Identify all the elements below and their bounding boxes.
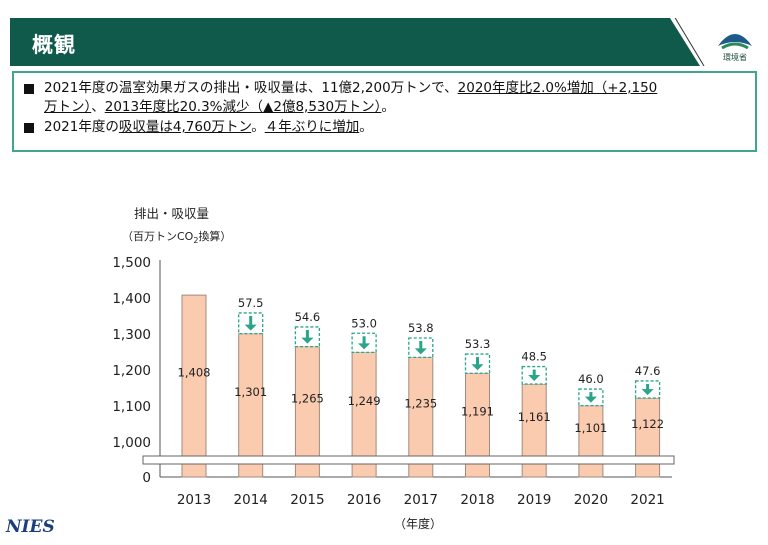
- summary-1-underline-2: 万トン）: [44, 99, 92, 115]
- y-axis-unit: （百万トンCO2換算）: [122, 229, 231, 245]
- summary-1-underline-3: 2013年度比20.3%減少（▲2億8,530万トン）: [104, 99, 382, 115]
- y-tick-label: 1,300: [112, 327, 151, 343]
- absorption-label: 46.0: [578, 372, 604, 386]
- y-tick-label: 1,000: [112, 435, 151, 451]
- bar-value-label: 1,301: [234, 385, 267, 399]
- absorption-label: 53.0: [351, 316, 377, 330]
- bar-2014: [238, 333, 264, 478]
- bar-value-label: 1,249: [348, 394, 381, 408]
- page-title: 概観: [32, 33, 76, 57]
- summary-2-text: 2021年度の: [44, 119, 119, 135]
- y-tick-label: 0: [142, 470, 151, 486]
- down-arrow-head-icon: [244, 324, 257, 331]
- absorption-label: 57.5: [238, 296, 264, 310]
- axis-break-band: [142, 455, 675, 465]
- down-arrow-head-icon: [584, 396, 597, 403]
- ministry-logo-text: 環境省: [723, 53, 747, 62]
- down-arrow-head-icon: [471, 364, 484, 371]
- x-tick-label: 2018: [460, 492, 494, 508]
- down-arrow-head-icon: [301, 337, 314, 344]
- y-tick-label: 1,400: [112, 291, 151, 307]
- bar-value-label: 1,101: [574, 421, 607, 435]
- summary-2-mid: 。: [251, 119, 265, 135]
- bar-value-label: 1,235: [404, 397, 437, 411]
- x-tick-label: 2019: [517, 492, 551, 508]
- summary-2-post: 。: [359, 119, 373, 135]
- x-tick-label: 2021: [630, 492, 664, 508]
- x-axis-title: （年度）: [394, 516, 442, 531]
- bar-2020: [578, 405, 604, 478]
- absorption-label: 53.8: [408, 321, 434, 335]
- header-banner: [10, 18, 705, 68]
- bar-value-label: 1,161: [518, 410, 551, 424]
- down-arrow-head-icon: [528, 375, 541, 382]
- summary-2-underline-1: 吸収量は4,760万トン: [118, 119, 252, 135]
- y-axis-title: 排出・吸収量: [134, 206, 209, 221]
- bar-value-label: 1,265: [291, 391, 324, 405]
- y-tick-label: 1,500: [112, 255, 151, 271]
- y-tick-label: 1,100: [112, 399, 151, 415]
- ministry-logo-icon: [718, 34, 752, 50]
- summary-bullet-2: 2021年度の吸収量は4,760万トン。４年ぶりに増加。: [24, 118, 745, 137]
- summary-1-mid: 、: [91, 99, 105, 115]
- summary-1-text: 2021年度の温室効果ガスの排出・吸収量は、11億2,200万トンで、: [44, 80, 458, 96]
- bar-2021: [635, 397, 661, 478]
- x-tick-label: 2017: [404, 492, 438, 508]
- absorption-label: 53.3: [465, 337, 491, 351]
- absorption-label: 47.6: [635, 364, 661, 378]
- down-arrow-head-icon: [358, 343, 371, 350]
- absorption-label: 54.6: [295, 310, 321, 324]
- x-tick-label: 2013: [177, 492, 211, 508]
- down-arrow-head-icon: [641, 389, 654, 396]
- bar-value-label: 1,122: [631, 417, 664, 431]
- down-arrow-head-icon: [414, 348, 427, 355]
- bar-2015: [294, 346, 320, 478]
- bullet-square-icon: [24, 123, 34, 133]
- x-tick-label: 2020: [574, 492, 608, 508]
- bar-2013: [181, 294, 207, 478]
- nies-logo: NIES: [6, 517, 55, 537]
- bar-value-label: 1,408: [178, 366, 211, 380]
- summary-2-underline-2: ４年ぶりに増加: [264, 119, 360, 135]
- x-tick-label: 2015: [290, 492, 324, 508]
- summary-box: 2021年度の温室効果ガスの排出・吸収量は、11億2,200万トンで、2020年…: [12, 71, 757, 152]
- x-tick-label: 2014: [234, 492, 268, 508]
- y-tick-label: 1,200: [112, 363, 151, 379]
- summary-bullet-1: 2021年度の温室効果ガスの排出・吸収量は、11億2,200万トンで、2020年…: [24, 79, 745, 117]
- header-shape: [10, 18, 705, 67]
- summary-1-underline-1: 2020年度比2.0%増加（+2,150: [457, 80, 658, 96]
- absorption-label: 48.5: [521, 350, 547, 364]
- x-tick-label: 2016: [347, 492, 381, 508]
- summary-1-post: 。: [381, 99, 395, 115]
- bullet-square-icon: [24, 84, 34, 94]
- bar-value-label: 1,191: [461, 405, 494, 419]
